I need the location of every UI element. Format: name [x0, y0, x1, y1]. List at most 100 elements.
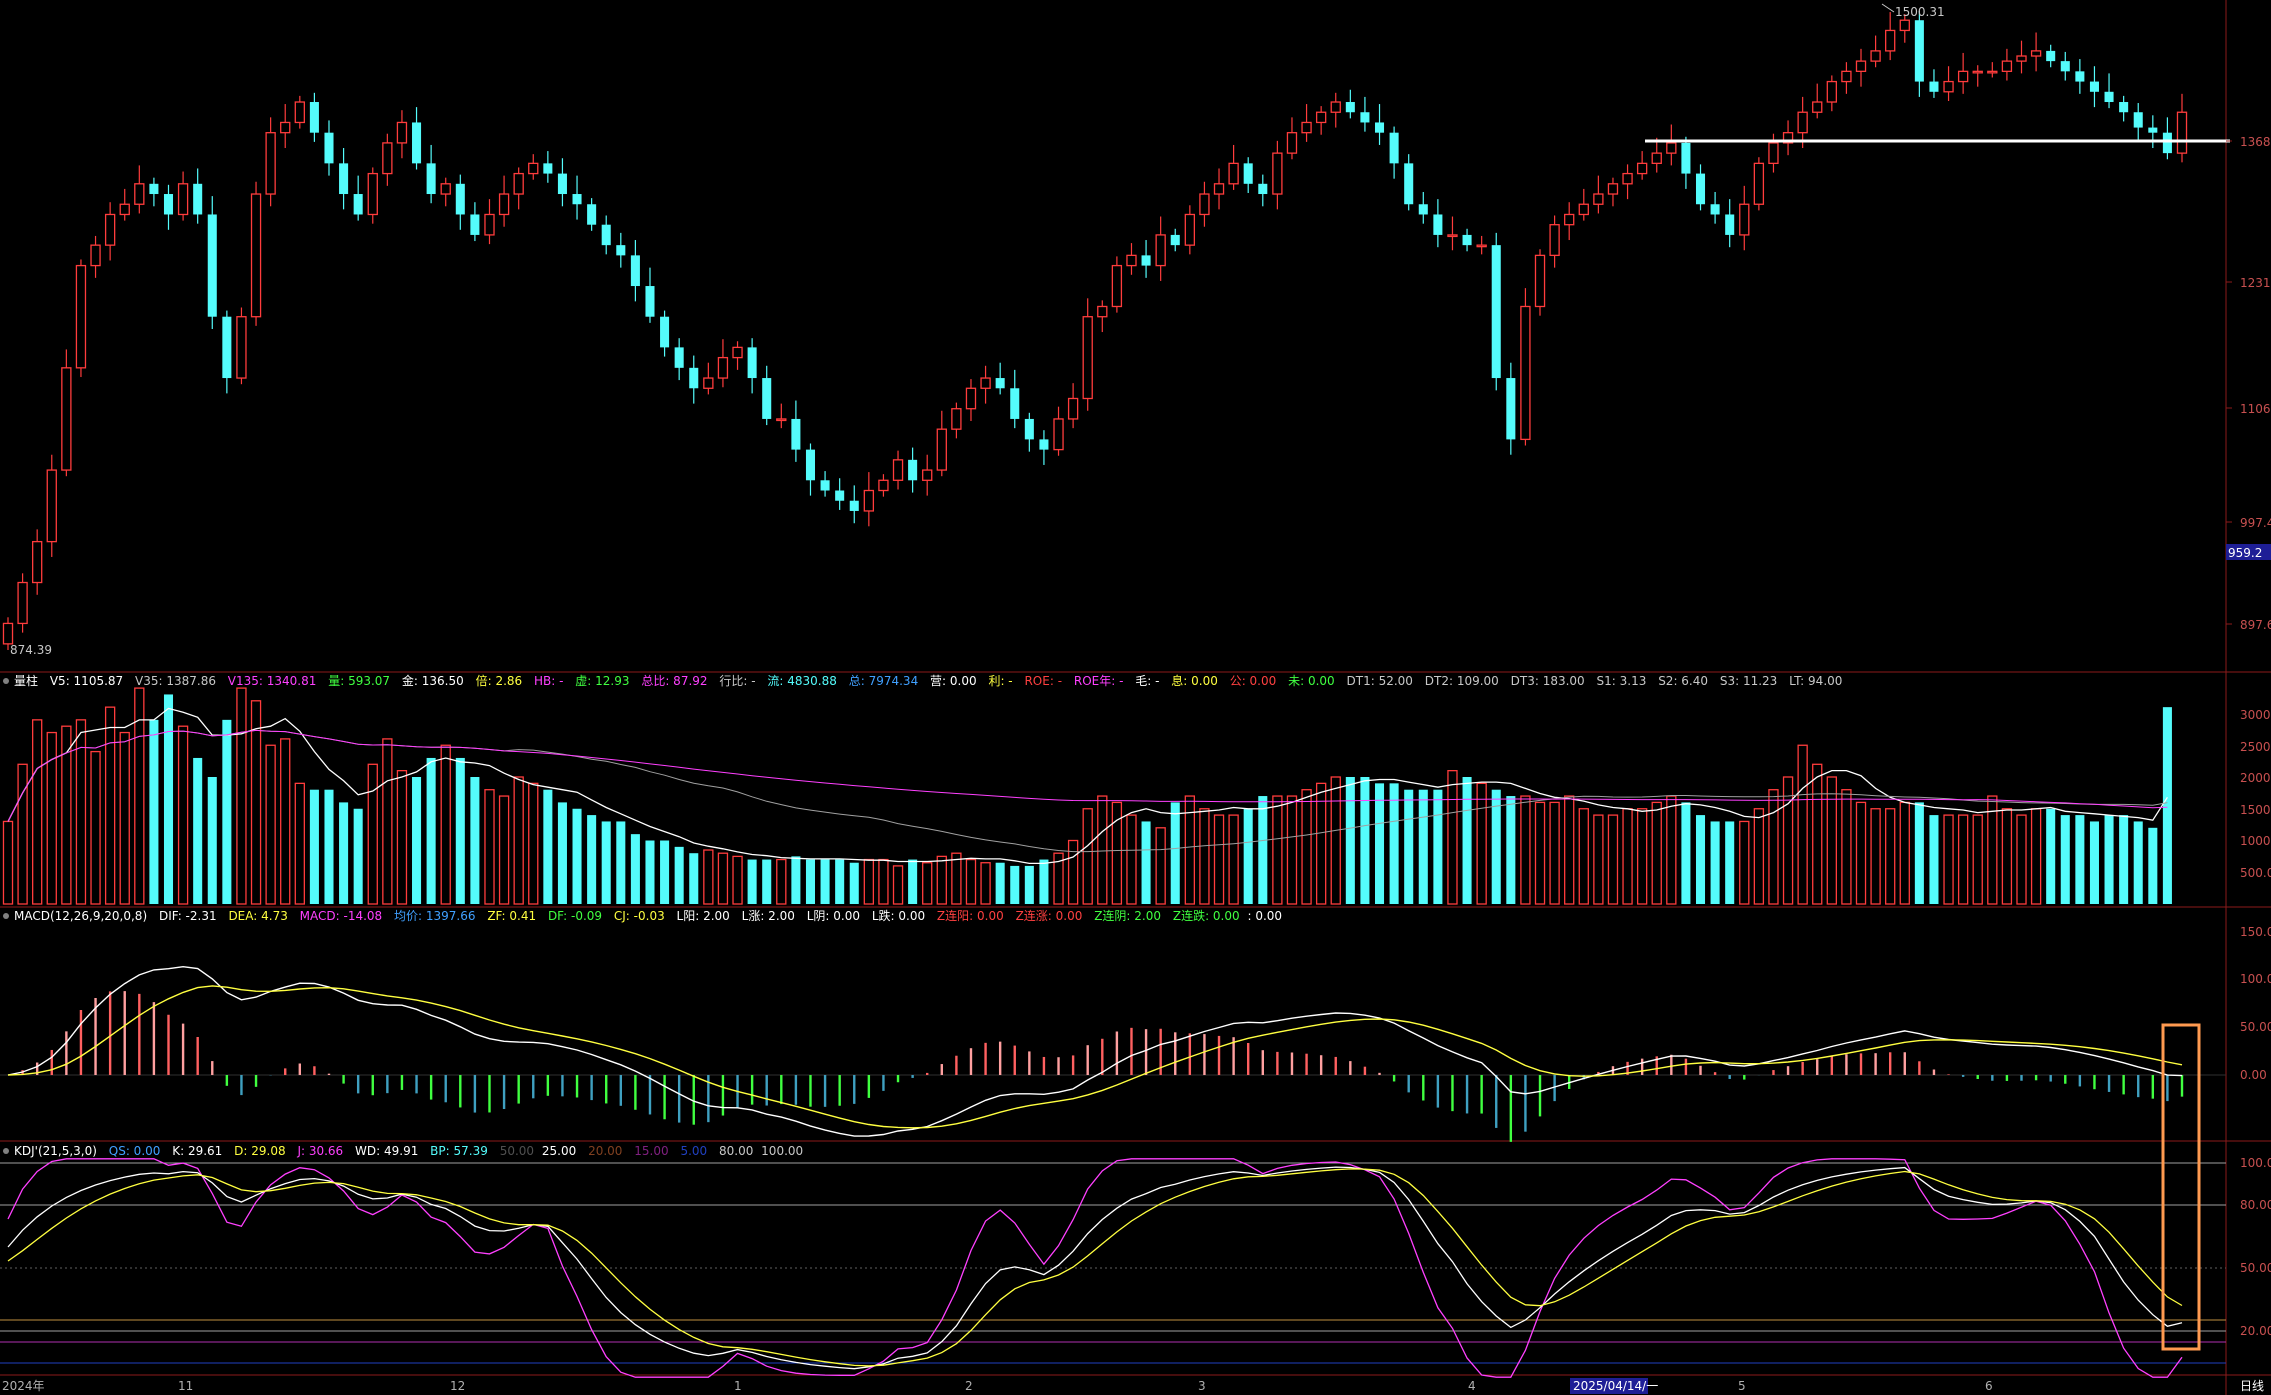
volume-bar	[616, 821, 626, 904]
volume-bar	[1404, 789, 1414, 904]
volume-bar	[2089, 821, 2099, 904]
volume-y-axis: 3000 2500 2000 1500 1000 500.00	[2240, 708, 2271, 880]
candle-body	[1666, 142, 1677, 154]
volume-bar	[1695, 815, 1706, 904]
macd-tick: 100.00	[2240, 972, 2271, 986]
volume-bar	[280, 738, 291, 905]
candle-body	[1345, 102, 1355, 113]
volume-bar	[90, 750, 101, 905]
volume-bar	[732, 855, 743, 905]
kdj-l20: 20.00	[588, 1144, 622, 1158]
macd-zliandie: Z连跌: 0.00	[1173, 908, 1240, 923]
volume-bar	[1345, 777, 1355, 904]
volume-bar	[922, 862, 933, 905]
macd-y-axis: 150.00 100.00 50.00 0.00	[2240, 925, 2271, 1082]
period-label[interactable]: 日线	[2240, 1379, 2264, 1393]
volume-bar	[309, 789, 319, 904]
volume-bar	[104, 706, 116, 905]
candle-body	[863, 489, 875, 512]
volume-bar	[1039, 859, 1049, 904]
macd-zlianzhang: Z连涨: 0.00	[1016, 908, 1083, 923]
candle-body	[1243, 163, 1253, 184]
volume-header: 量柱 V5: 1105.87 V35: 1387.86 V135: 1340.8…	[3, 673, 1842, 688]
volume-bar	[484, 789, 495, 905]
volume-bar	[1914, 802, 1924, 904]
vol-bei: 倍: 2.86	[476, 673, 523, 688]
candle-body	[163, 194, 174, 215]
volume-bar	[236, 687, 247, 905]
candle-body	[1622, 172, 1633, 185]
price-pane[interactable]	[2, 11, 2188, 650]
candle-body	[2176, 111, 2188, 154]
volume-bar	[382, 738, 393, 905]
vol-li: 利: -	[988, 674, 1012, 688]
vol-wei: 未: 0.00	[1288, 674, 1335, 688]
volume-bar	[1929, 815, 1939, 904]
candle-body	[1389, 132, 1399, 164]
volume-bar	[1315, 782, 1327, 905]
month-label: 3	[1198, 1379, 1206, 1393]
candle-body	[324, 132, 334, 164]
macd-lyang: L阳: 2.00	[677, 909, 730, 923]
candle-body	[294, 101, 305, 124]
candle-body	[660, 316, 670, 348]
candle-body	[1228, 162, 1239, 185]
vol-liang: 量: 593.07	[328, 674, 390, 688]
volume-bar	[1447, 770, 1458, 905]
date-axis: 2024年 11 12 1 2 3 4 5 6	[2, 1379, 1993, 1393]
volume-bar	[1199, 808, 1210, 905]
volume-bar	[1141, 821, 1151, 904]
volume-bar	[1258, 796, 1268, 904]
vol-gong: 公: 0.00	[1230, 674, 1277, 688]
volume-bar	[1301, 789, 1312, 905]
candle-body	[543, 163, 553, 174]
vol-dt2: DT2: 109.00	[1425, 674, 1499, 688]
kdj-l80: 80.00	[719, 1144, 753, 1158]
kdj-wd: WD: 49.91	[355, 1144, 418, 1158]
month-label: 5	[1738, 1379, 1746, 1393]
candle-body	[193, 183, 203, 215]
candle-body	[936, 428, 947, 471]
candle-body	[689, 367, 699, 389]
candle-body	[1943, 80, 1954, 93]
candle-body	[2119, 102, 2129, 113]
macd-pane[interactable]	[0, 965, 2226, 1142]
cursor-date[interactable]: 2025/04/14/一	[1573, 1379, 1658, 1393]
kdj-j-line	[7, 1158, 2183, 1378]
volume-bar	[1243, 808, 1253, 904]
candle-body	[1797, 111, 1808, 134]
candle-body	[951, 408, 962, 430]
volume-bar	[1491, 789, 1501, 904]
volume-bar	[1433, 789, 1443, 904]
kdj-pane[interactable]	[7, 1158, 2183, 1378]
volume-bar	[1360, 777, 1370, 904]
volume-bar	[1286, 795, 1298, 905]
candle-body	[1082, 316, 1093, 400]
candle-body	[1039, 439, 1049, 450]
volume-bar	[1389, 783, 1399, 904]
svg-text:MACD(12,26,9,20,0,8) DIF: MACD(12,26,9,20,0,8) DIF: -2.31 DEA: 4.7…	[14, 908, 1282, 923]
macd-tick: 150.00	[2240, 925, 2271, 939]
month-label: 1	[734, 1379, 742, 1393]
candle-body	[265, 132, 276, 195]
volume-bar	[630, 834, 640, 904]
high-price-pointer	[1881, 3, 1895, 13]
kdj-tick: 20.00	[2240, 1324, 2271, 1338]
vol-roenian: ROE年: -	[1074, 674, 1124, 688]
candle-body	[1929, 81, 1939, 92]
macd-title: MACD(12,26,9,20,0,8)	[14, 909, 147, 923]
kdj-d: D: 29.08	[234, 1144, 285, 1158]
volume-bar	[1636, 808, 1648, 905]
candle-body	[2030, 50, 2042, 57]
volume-pane[interactable]	[2, 687, 2172, 905]
candle-body	[1053, 418, 1064, 451]
volume-bar	[513, 776, 524, 905]
candle-body	[2133, 112, 2143, 128]
candle-body	[396, 121, 408, 144]
candle-body	[1258, 183, 1268, 195]
volume-bar	[1841, 789, 1852, 905]
volume-bar	[1476, 782, 1487, 905]
volume-bar	[1126, 814, 1137, 905]
volume-bar	[660, 840, 670, 904]
